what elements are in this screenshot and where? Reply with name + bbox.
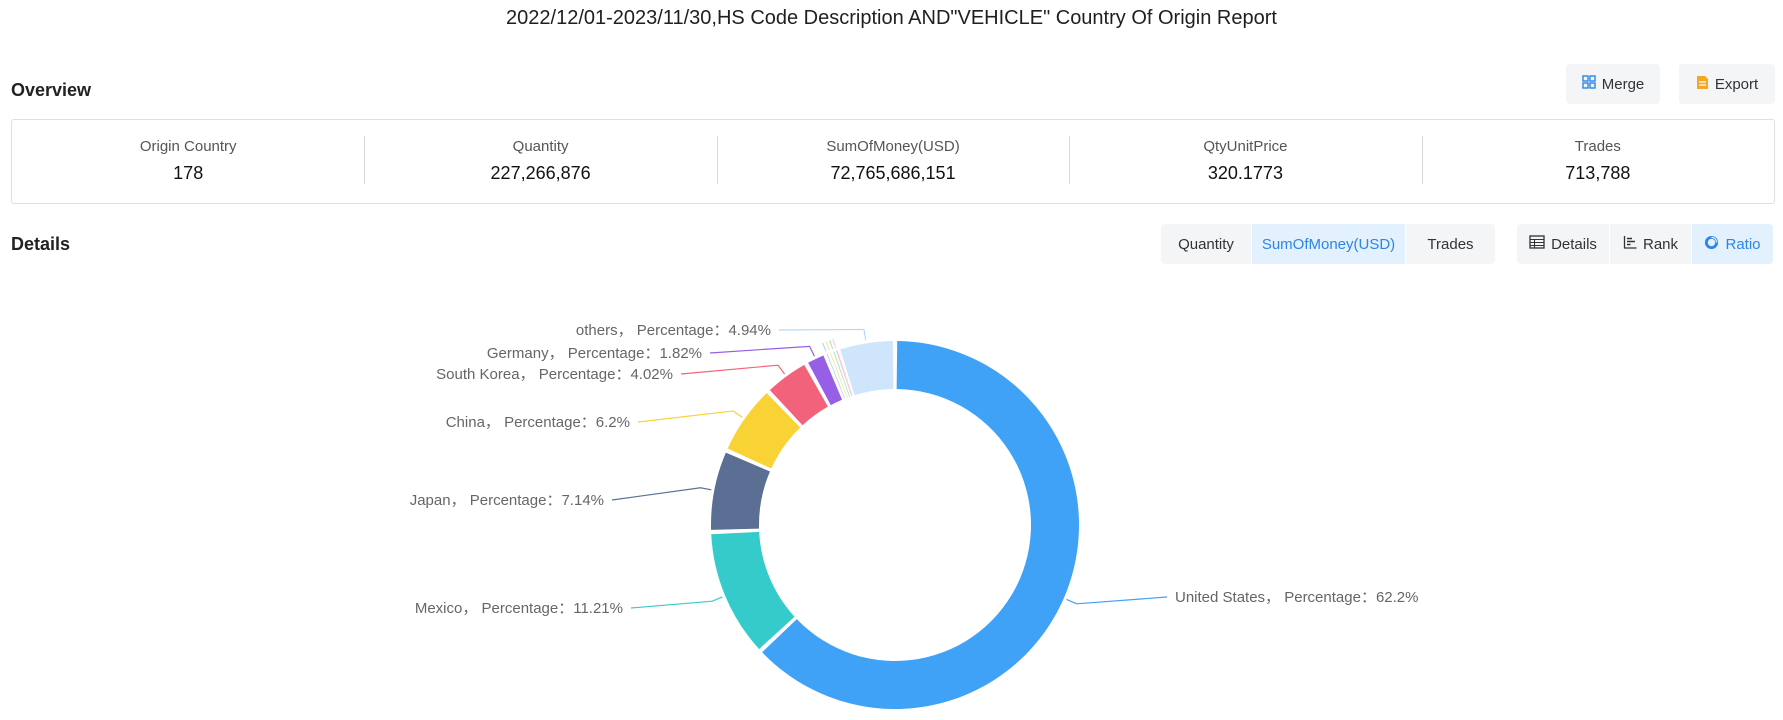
- slice-label-china: China， Percentage：6.2%: [446, 414, 630, 431]
- donut-slice-south-korea[interactable]: [769, 364, 828, 426]
- label-leader-line: [611, 487, 712, 501]
- stat-label: Origin Country: [139, 138, 237, 155]
- donut-slice-8[interactable]: [833, 351, 850, 397]
- donut-slice-6[interactable]: [826, 353, 846, 399]
- donut-slice-united-states[interactable]: [762, 341, 1079, 709]
- tab-trades[interactable]: Trades: [1405, 224, 1495, 264]
- view-switch: Details Rank Ratio: [1517, 224, 1773, 264]
- metric-switch: Quantity SumOfMoney(USD) Trades: [1161, 224, 1495, 264]
- stat-label: Trades: [1574, 138, 1621, 155]
- stat-origin-country: Origin Country 178: [12, 120, 364, 203]
- ratio-donut-chart: United States， Percentage：62.2% Mexico， P…: [410, 322, 1418, 709]
- slice-label-germany: Germany， Percentage：1.82%: [487, 345, 702, 362]
- label-leader-line: [825, 341, 830, 351]
- donut-slice-9[interactable]: [835, 350, 853, 397]
- donut-chart-icon: [1704, 235, 1719, 254]
- label-leader-line: [822, 342, 827, 352]
- donut-slice-germany[interactable]: [808, 355, 843, 406]
- stat-label: SumOfMoney(USD): [826, 138, 960, 155]
- slice-label-others: others， Percentage：4.94%: [576, 322, 771, 339]
- view-rank[interactable]: Rank: [1609, 224, 1691, 264]
- view-details-label: Details: [1551, 235, 1597, 253]
- label-leader-line: [709, 345, 815, 357]
- export-icon: [1696, 75, 1709, 94]
- stat-value: 227,266,876: [490, 163, 591, 183]
- stat-value: 72,765,686,151: [830, 163, 956, 183]
- donut-slice-mexico[interactable]: [711, 531, 795, 650]
- slice-label-united-states: United States， Percentage：62.2%: [1175, 589, 1418, 606]
- tab-sum-of-money[interactable]: SumOfMoney(USD): [1251, 224, 1405, 264]
- label-leader-line: [778, 328, 867, 341]
- stat-trades: Trades 713,788: [1421, 120, 1774, 203]
- stat-label: QtyUnitPrice: [1203, 138, 1288, 155]
- overview-stats: Origin Country 178 Quantity 227,266,876 …: [11, 119, 1775, 204]
- export-button[interactable]: Export: [1679, 64, 1775, 104]
- details-title: Details: [11, 234, 71, 254]
- stat-sum-of-money: SumOfMoney(USD) 72,765,686,151: [716, 120, 1069, 203]
- export-label: Export: [1714, 75, 1759, 93]
- label-leader-line: [680, 364, 786, 375]
- donut-slice-7[interactable]: [829, 352, 848, 398]
- donut-slice-china[interactable]: [727, 393, 801, 469]
- stat-value: 713,788: [1565, 163, 1631, 183]
- merge-label: Merge: [1601, 75, 1645, 93]
- view-ratio-label: Ratio: [1725, 235, 1761, 253]
- donut-slice-japan[interactable]: [711, 452, 770, 530]
- stat-label: Quantity: [512, 138, 569, 155]
- stat-qty-unit-price: QtyUnitPrice 320.1773: [1069, 120, 1421, 203]
- overview-title: Overview: [11, 80, 92, 100]
- slice-label-japan: Japan， Percentage：7.14%: [410, 492, 604, 509]
- label-leader-line: [1066, 596, 1168, 605]
- label-leader-line: [637, 410, 743, 423]
- report-title: 2022/12/01-2023/11/30,HS Code Descriptio…: [506, 7, 1277, 29]
- merge-button[interactable]: Merge: [1566, 64, 1660, 104]
- stat-value: 320.1773: [1207, 163, 1283, 183]
- stat-value: 178: [173, 163, 204, 183]
- tab-quantity[interactable]: Quantity: [1178, 235, 1234, 253]
- merge-icon: [1582, 75, 1596, 93]
- donut-slice-others[interactable]: [840, 341, 894, 396]
- view-rank-label: Rank: [1642, 235, 1679, 253]
- view-details[interactable]: Details: [1517, 224, 1609, 264]
- table-icon: [1529, 235, 1545, 253]
- slice-label-south-korea: South Korea， Percentage：4.02%: [436, 366, 673, 383]
- label-leader-line: [829, 340, 834, 349]
- rank-bars-icon: [1623, 235, 1637, 253]
- label-leader-line: [630, 596, 723, 609]
- stat-quantity: Quantity 227,266,876: [364, 120, 716, 203]
- label-leader-line: [832, 338, 837, 348]
- slice-label-mexico: Mexico， Percentage：11.21%: [415, 600, 623, 617]
- view-ratio[interactable]: Ratio: [1691, 224, 1773, 264]
